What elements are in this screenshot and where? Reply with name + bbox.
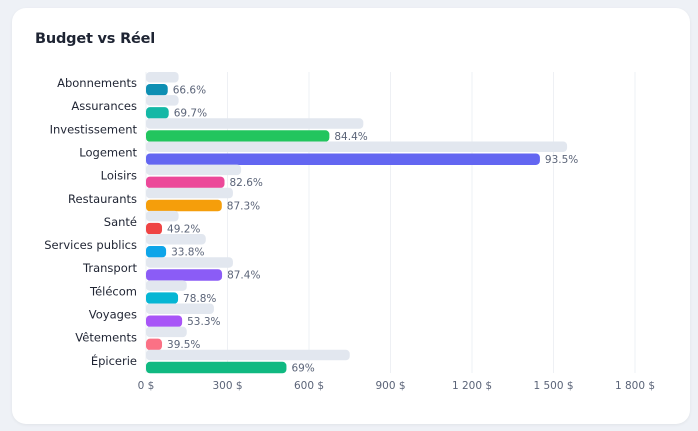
budget-bar	[146, 141, 568, 152]
category-label: Loisirs	[101, 169, 137, 183]
data-label: 49.2%	[167, 223, 200, 235]
actual-bar	[146, 361, 287, 374]
data-label: 87.3%	[227, 200, 260, 212]
category-label: Services publics	[44, 238, 137, 252]
budget-bar	[146, 303, 214, 314]
data-label: 66.6%	[173, 85, 206, 97]
category-label: Voyages	[89, 308, 137, 322]
x-tick-label: 600 $	[294, 380, 324, 392]
category-label: Vêtements	[75, 331, 137, 345]
data-label: 33.8%	[171, 247, 204, 259]
budget-bar	[146, 72, 179, 83]
actual-bar	[146, 269, 223, 281]
data-label: 53.3%	[187, 316, 220, 328]
category-label: Investissement	[50, 122, 138, 136]
actual-bar	[146, 246, 167, 258]
budget-bar	[146, 280, 187, 291]
budget-bar	[146, 118, 364, 129]
budget-bar	[146, 257, 233, 268]
budget-bar	[146, 326, 187, 338]
category-label: Santé	[104, 215, 137, 229]
data-label: 84.4%	[334, 131, 367, 143]
data-label: 93.5%	[545, 154, 578, 166]
data-label: 69.7%	[174, 108, 207, 120]
x-tick-label: 1 200 $	[452, 380, 492, 392]
actual-bar	[146, 338, 163, 351]
data-label: 82.6%	[230, 177, 263, 189]
budget-bar	[146, 234, 206, 245]
x-tick-label: 900 $	[375, 380, 405, 392]
actual-bar	[146, 222, 163, 235]
budget-bar	[146, 187, 233, 199]
data-label: 69%	[291, 362, 314, 374]
actual-bar	[146, 199, 222, 212]
actual-bar	[146, 84, 168, 96]
actual-bar	[146, 107, 169, 119]
category-label: Logement	[79, 145, 137, 159]
data-label: 39.5%	[167, 339, 200, 351]
category-label: Télécom	[89, 284, 137, 298]
category-label: Restaurants	[68, 192, 137, 206]
chart-title: Budget vs Réel	[35, 31, 156, 47]
x-tick-label: 0 $	[138, 380, 155, 392]
x-tick-label: 1 800 $	[615, 380, 655, 392]
data-label: 78.8%	[183, 293, 216, 305]
actual-bar	[146, 153, 540, 165]
budget-bar	[146, 95, 179, 106]
actual-bar	[146, 292, 179, 304]
actual-bar	[146, 315, 183, 327]
actual-bar	[146, 176, 225, 189]
category-label: Épicerie	[91, 353, 137, 368]
budget-bar	[146, 210, 179, 222]
category-label: Assurances	[71, 99, 137, 113]
budget-bar	[146, 164, 242, 176]
actual-bar	[146, 130, 330, 142]
x-tick-label: 300 $	[212, 380, 242, 392]
chart-card: Budget vs Réel	[12, 8, 690, 424]
x-tick-label: 1 500 $	[533, 380, 573, 392]
budget-bar	[146, 349, 350, 361]
category-label: Transport	[82, 261, 137, 275]
category-label: Abonnements	[57, 76, 137, 90]
data-label: 87.4%	[227, 270, 260, 282]
